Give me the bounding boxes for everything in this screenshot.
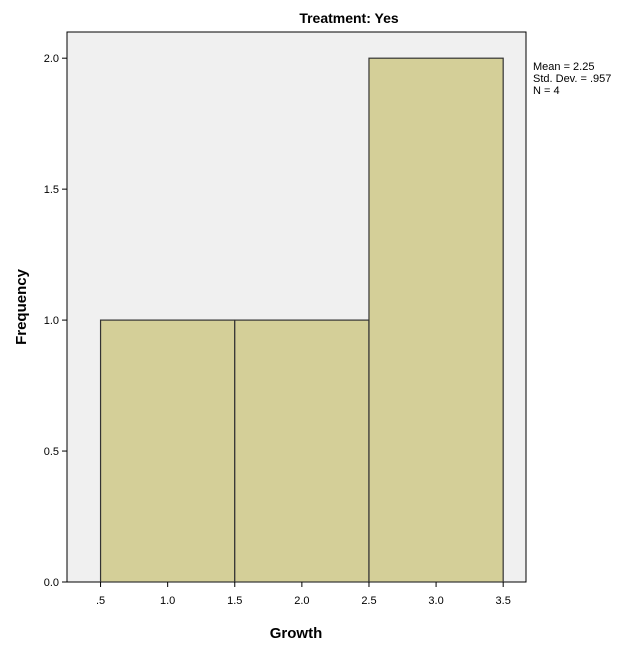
- x-tick-label: 3.0: [428, 595, 443, 607]
- y-tick-label: 1.0: [44, 315, 59, 327]
- x-axis-label: Growth: [270, 625, 323, 642]
- histogram-bar-2: [234, 319, 370, 583]
- x-tick-label: .5: [96, 595, 105, 607]
- y-tick-label: 2.0: [44, 53, 59, 65]
- x-tick-label: 2.0: [294, 595, 309, 607]
- y-tick-label: 1.5: [44, 184, 59, 196]
- x-tick-label: 3.5: [496, 595, 511, 607]
- histogram-bar-3: [368, 57, 504, 583]
- y-axis-label: Frequency: [13, 268, 30, 345]
- y-tick-label: 0.0: [44, 577, 59, 589]
- chart-title: Treatment: Yes: [299, 10, 399, 26]
- x-tick-label: 2.5: [361, 595, 376, 607]
- x-tick-label: 1.0: [160, 595, 175, 607]
- histogram-bar-1: [99, 319, 236, 583]
- stat-line-3: N = 4: [533, 85, 560, 97]
- x-tick-label: 1.5: [227, 595, 242, 607]
- y-tick-label: 0.5: [44, 446, 59, 458]
- stat-line-2: Std. Dev. = .957: [533, 73, 611, 85]
- stat-line-1: Mean = 2.25: [533, 61, 594, 73]
